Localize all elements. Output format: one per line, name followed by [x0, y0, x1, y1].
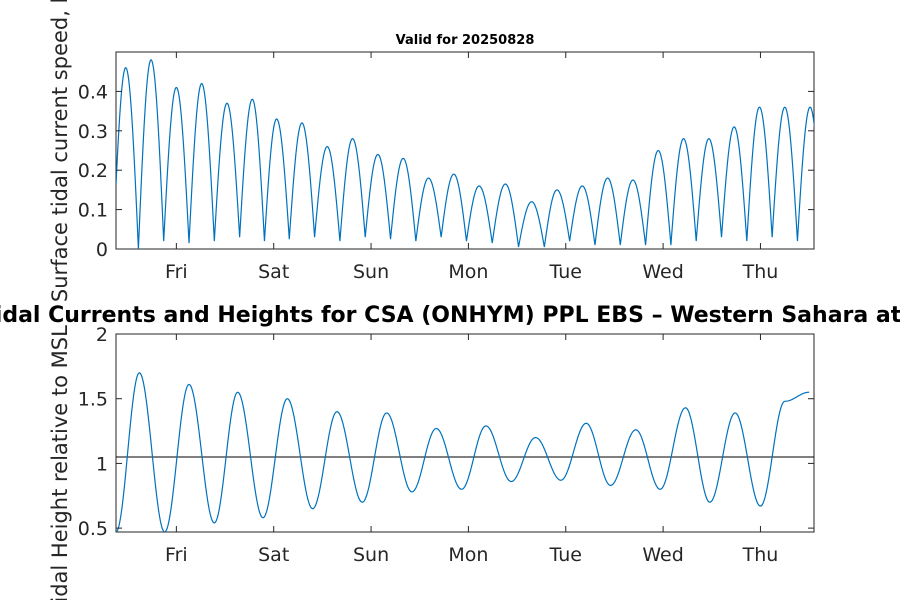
tidal-height-x-tick-label: Fri — [165, 544, 188, 566]
tidal-height-panel: 0.5 1 1.5 2 Fri Sat Sun Mon Tue Wed Thu Tidal Hei… — [48, 324, 815, 600]
current-speed-x-tick-label: Mon — [448, 261, 488, 283]
current-speed-y-tick-label: 0.4 — [78, 81, 108, 103]
tidal-height-x-tick-label: Mon — [448, 544, 488, 566]
current-speed-y-tick-label: 0.3 — [78, 121, 108, 143]
current-speed-x-tick-label: Sun — [353, 261, 389, 283]
current-speed-y-ticks: 0 0.1 0.2 0.3 0.4 — [78, 81, 814, 261]
tidal-height-y-tick-label: 0.5 — [78, 518, 108, 540]
current-speed-y-tick-label: 0.2 — [78, 160, 108, 182]
current-speed-x-tick-label: Tue — [549, 261, 582, 283]
current-speed-panel: 0 0.1 0.2 0.3 0.4 Fri Sat Sun Mon Tue Wed Thu Vali… — [48, 0, 815, 302]
current-speed-y-tick-label: 0.1 — [78, 200, 108, 222]
current-speed-x-ticks: Fri Sat Sun Mon Tue Wed Thu — [165, 52, 778, 283]
figure-title: Tidal Currents and Heights for CSA (ONHY… — [0, 303, 900, 328]
tidal-height-axes-box — [115, 333, 815, 533]
current-speed-title: Valid for 20250828 — [396, 33, 535, 48]
tidal-height-x-tick-label: Tue — [549, 544, 582, 566]
current-speed-series-line — [116, 59, 814, 249]
tidal-height-y-tick-label: 1.5 — [78, 389, 108, 411]
tidal-height-x-tick-label: Sat — [258, 544, 289, 566]
tidal-height-y-tick-label: 1 — [96, 453, 108, 475]
current-speed-axes-box — [115, 51, 815, 250]
current-speed-x-tick-label: Fri — [165, 261, 188, 283]
tidal-height-x-ticks: Fri Sat Sun Mon Tue Wed Thu — [165, 334, 778, 566]
tidal-height-y-tick-label: 2 — [96, 324, 108, 346]
current-speed-x-tick-label: Wed — [642, 261, 683, 283]
current-speed-y-axis-label: Surface tidal current speed, kn — [48, 0, 72, 302]
tidal-height-y-axis-label: Tidal Height relative to MSL — [48, 325, 72, 600]
tidal-height-series-line — [116, 372, 810, 532]
tidal-height-y-ticks: 0.5 1 1.5 2 — [78, 324, 814, 540]
tidal-height-x-tick-label: Thu — [742, 544, 779, 566]
current-speed-x-tick-label: Sat — [258, 261, 289, 283]
current-speed-y-tick-label: 0 — [96, 239, 108, 261]
current-speed-x-tick-label: Thu — [742, 261, 779, 283]
tidal-height-x-tick-label: Wed — [642, 544, 683, 566]
tidal-height-x-tick-label: Sun — [353, 544, 389, 566]
